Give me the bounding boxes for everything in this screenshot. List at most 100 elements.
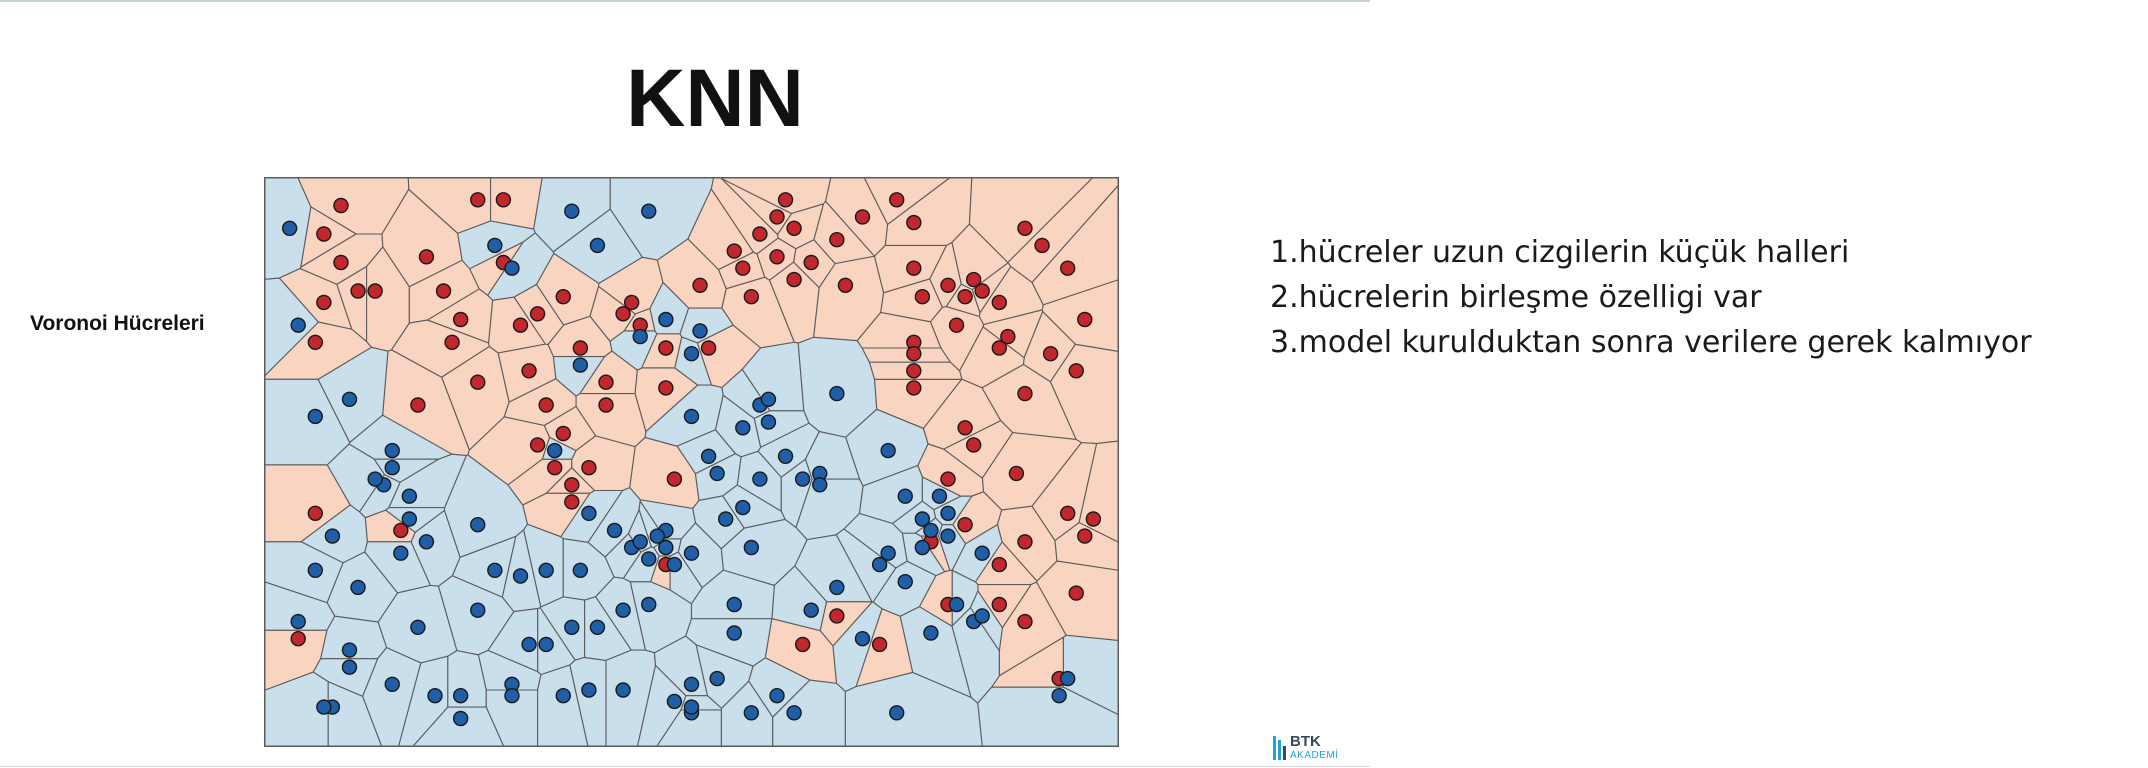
blue-data-point (666, 556, 683, 573)
blue-voronoi-cell (609, 177, 715, 261)
red-data-point (316, 226, 332, 242)
btk-akademi-logo: BTK AKADEMİ (1272, 732, 1360, 766)
red-data-point (444, 334, 460, 351)
blue-data-point (803, 602, 819, 618)
blue-data-point (401, 488, 418, 504)
note-item-3: 3.model kurulduktan sonra verilere gerek… (1270, 325, 2032, 360)
blue-data-point (316, 699, 332, 715)
red-data-point (906, 345, 922, 362)
red-data-point (307, 334, 323, 351)
red-data-point (991, 294, 1007, 311)
red-data-point (470, 192, 486, 208)
blue-data-point (487, 562, 503, 578)
logo-subtitle: AKADEMİ (1290, 750, 1339, 761)
blue-data-point (974, 545, 990, 561)
blue-data-point (410, 619, 426, 635)
red-data-point (829, 232, 845, 248)
blue-data-point (452, 710, 469, 727)
blue-data-point (880, 442, 896, 459)
red-data-point (1017, 613, 1033, 630)
blue-data-point (555, 688, 571, 704)
blue-data-point (615, 682, 631, 698)
blue-data-point (641, 596, 657, 613)
blue-data-point (341, 659, 358, 675)
plot-frame (264, 177, 1119, 747)
red-data-point (350, 283, 366, 299)
blue-data-point (735, 420, 751, 436)
red-data-point (512, 317, 529, 333)
red-data-point (889, 192, 905, 208)
blue-data-point (452, 688, 469, 704)
blue-data-point (606, 522, 623, 539)
blue-data-point (341, 642, 358, 658)
red-data-point (623, 294, 640, 311)
blue-data-point (683, 676, 700, 692)
red-data-point (871, 636, 888, 653)
blue-data-point (281, 220, 298, 236)
blue-data-point (923, 625, 939, 641)
red-data-point (777, 192, 794, 208)
blue-data-point (367, 471, 383, 487)
red-data-point (435, 283, 452, 299)
blue-data-point (880, 545, 896, 561)
blue-data-point (854, 631, 871, 647)
red-data-point (564, 477, 580, 493)
red-data-point (307, 505, 323, 521)
red-data-point (367, 283, 383, 299)
blue-data-point (504, 688, 520, 704)
red-data-point (991, 596, 1007, 613)
blue-data-point (418, 534, 435, 550)
blue-data-point (521, 636, 537, 653)
blue-data-point (692, 323, 708, 339)
blue-data-point (658, 539, 674, 556)
blue-data-point (709, 465, 725, 482)
blue-data-point (307, 562, 323, 578)
blue-data-point (401, 511, 418, 527)
red-data-point (1017, 220, 1033, 236)
red-data-point (786, 220, 802, 236)
red-data-point (1017, 534, 1033, 550)
red-voronoi-cell (929, 241, 962, 308)
notes-list: 1.hücreler uzun cizgilerin küçük halleri… (1270, 230, 2032, 365)
red-data-point (991, 340, 1007, 356)
red-data-point (581, 460, 597, 476)
red-data-point (572, 340, 589, 356)
blue-data-point (564, 203, 580, 219)
blue-data-point (632, 534, 648, 550)
blue-data-point (470, 602, 486, 618)
blue-data-point (777, 448, 794, 464)
blue-data-point (829, 385, 845, 402)
red-data-point (564, 494, 580, 510)
blue-data-point (581, 682, 597, 698)
red-data-point (495, 192, 512, 208)
red-data-point (1034, 237, 1050, 254)
blue-data-point (512, 568, 529, 584)
red-data-point (418, 249, 435, 265)
red-data-point (1017, 385, 1033, 402)
red-data-point (555, 288, 571, 305)
blue-data-point (290, 613, 306, 630)
red-data-point (957, 288, 973, 305)
blue-data-point (829, 579, 845, 596)
red-data-point (470, 374, 486, 390)
blue-voronoi-cell (685, 618, 773, 667)
red-data-point (726, 243, 742, 259)
blue-data-point (683, 545, 700, 561)
blue-data-point (538, 562, 554, 578)
blue-data-point (726, 596, 742, 613)
blue-data-point (914, 539, 931, 556)
red-voronoi-cell (1007, 177, 1119, 283)
blue-data-point (589, 619, 606, 635)
red-data-point (290, 631, 306, 647)
blue-data-point (538, 636, 554, 653)
red-data-point (521, 363, 537, 379)
red-voronoi-cell (861, 347, 951, 363)
slide-title: KNN (626, 53, 804, 144)
blue-data-point (743, 705, 760, 721)
blue-data-point (760, 414, 777, 430)
blue-data-point (307, 408, 323, 425)
red-data-point (769, 249, 785, 265)
red-data-point (829, 608, 845, 624)
red-data-point (1000, 328, 1016, 345)
